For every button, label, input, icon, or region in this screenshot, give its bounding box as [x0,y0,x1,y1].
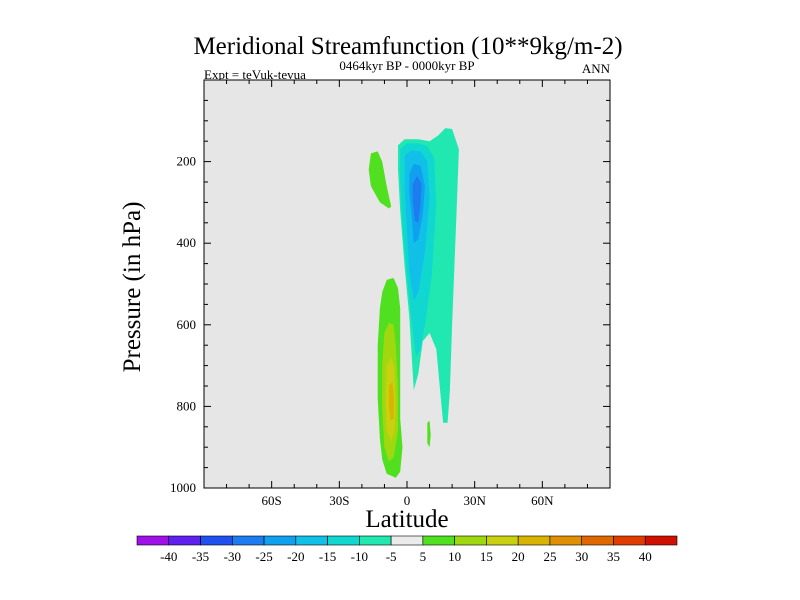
season-label: ANN [582,61,611,76]
colorbar-swatch [390,535,424,546]
contour-region-northern-negative-cell-core [412,175,422,223]
colorbar-label: -30 [224,549,241,564]
contour-regions [368,128,459,478]
colorbar-label: 30 [575,549,588,564]
colorbar-label: 25 [543,549,556,564]
x-axis-label: Latitude [365,506,448,533]
x-axis-ticks: 60S 30S 0 30N 60N [203,80,611,508]
chart-title: Meridional Streamfunction (10**9kg/m-2) [193,33,622,60]
colorbar-label: -35 [192,549,209,564]
x-tick-label: 30S [329,493,349,508]
y-tick-label: 400 [177,235,197,250]
colorbar-swatch [200,535,233,546]
colorbar-swatch [613,535,646,546]
colorbar-label: 5 [420,549,427,564]
colorbar-swatch [549,535,583,546]
colorbar-label: -5 [386,549,397,564]
x-tick-label: 60S [262,493,282,508]
x-tick-label: 30N [463,493,486,508]
colorbar-label: 35 [607,549,620,564]
colorbar-label: -25 [255,549,272,564]
time-range-label: 0464kyr BP - 0000kyr BP [339,58,474,73]
colorbar-label: -40 [160,549,177,564]
colorbar-swatch [486,535,519,546]
y-axis-label: Pressure (in hPa) [119,202,146,373]
contour-region-southern-positive-cell-core [389,381,394,421]
colorbar-swatch [581,535,614,546]
contour-region-northern-small-positive-blob [427,420,431,448]
x-tick-label: 60N [531,493,554,508]
colorbar-label: 15 [480,549,493,564]
y-tick-label: 600 [177,317,197,332]
colorbar-swatch [168,535,201,546]
colorbar-swatch [644,535,678,546]
colorbar-label: -15 [319,549,336,564]
contour-region-southern-hemisphere-upper-cell [368,151,392,209]
colorbar-label: -20 [287,549,304,564]
colorbar-swatch [295,535,328,546]
colorbar-swatch [136,535,170,546]
colorbar-swatch [454,535,487,546]
y-tick-label: 200 [177,154,197,169]
colorbar-swatch [263,535,297,546]
experiment-label: Expt = teVuk-tevua [204,67,306,82]
colorbar-label: 40 [639,549,652,564]
colorbar-swatch [422,535,455,546]
colorbar-label: -10 [351,549,368,564]
colorbar-swatch [359,535,392,546]
colorbar-label: 20 [512,549,525,564]
colorbar: -40 -35 -30 -25 -20 -15 -10 -5 5 10 15 20 25 30 35 40 [136,535,678,564]
colorbar-swatch [327,535,360,546]
colorbar-swatch [231,535,265,546]
colorbar-swatch [517,535,551,546]
colorbar-label: 10 [448,549,461,564]
y-tick-label: 800 [177,398,197,413]
y-axis-ticks: 200 400 600 800 1000 [170,99,610,495]
x-tick-label: 0 [404,493,411,508]
y-tick-label: 1000 [170,480,196,495]
